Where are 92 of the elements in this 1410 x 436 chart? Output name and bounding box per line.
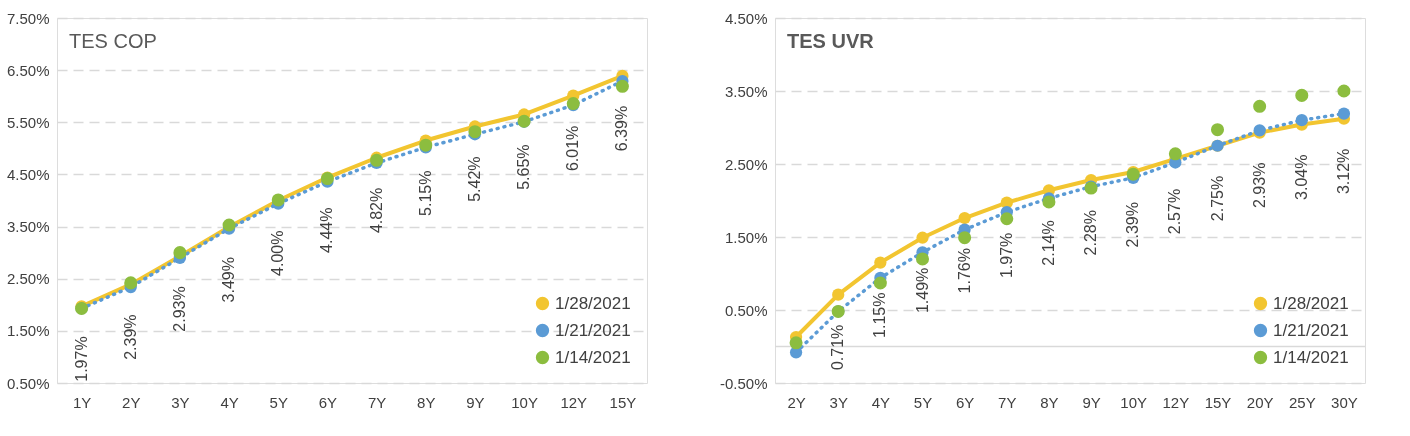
x-tick-label: 30Y [1331, 393, 1358, 411]
point [873, 276, 887, 290]
data-label: 6.39% [613, 105, 631, 152]
y-tick-label: 3.50% [6, 218, 50, 236]
y-tick-label: 0.50% [6, 374, 50, 392]
x-tick-label: 8Y [417, 393, 436, 411]
y-tick-label: 7.50% [6, 9, 50, 27]
point [958, 231, 972, 245]
x-tick-label: 5Y [269, 393, 288, 411]
x-tick-label: 5Y [913, 393, 933, 411]
point [1042, 195, 1056, 209]
x-tick-label: 2Y [122, 393, 141, 411]
data-label: 2.39% [1124, 202, 1142, 248]
y-tick-label: 4.50% [724, 9, 768, 27]
x-tick-label: 20Y [1246, 393, 1274, 411]
legend-label: 1/21/2021 [1273, 320, 1349, 340]
x-tick-label: 9Y [466, 393, 485, 411]
point [915, 252, 930, 266]
point [789, 336, 803, 350]
data-label: 1.97% [997, 232, 1015, 279]
x-tick-label: 10Y [1120, 393, 1148, 411]
x-tick-label: 15Y [1204, 393, 1232, 411]
point [958, 211, 971, 225]
y-tick-label: 1.50% [724, 228, 768, 246]
x-tick-label: 4Y [871, 393, 891, 411]
data-label: 2.75% [1208, 175, 1226, 222]
point [1295, 114, 1308, 127]
data-label: 1.97% [72, 336, 90, 382]
point [1168, 147, 1182, 161]
legend-label: 1/28/2021 [1273, 293, 1349, 313]
x-tick-label: 4Y [220, 393, 239, 411]
data-label: 5.65% [515, 144, 533, 190]
point [1337, 84, 1351, 98]
point [916, 231, 929, 244]
point [1253, 99, 1267, 113]
data-label: 6.01% [564, 125, 582, 172]
y-tick-label: -0.50% [719, 374, 768, 392]
legend-label: 1/14/2021 [555, 347, 631, 367]
x-tick-label: 2Y [787, 393, 806, 411]
y-tick-label: 5.50% [6, 113, 50, 131]
y-tick-label: 3.50% [724, 82, 768, 100]
x-tick-label: 6Y [955, 393, 975, 411]
x-tick-label: 25Y [1288, 393, 1316, 411]
point [874, 256, 887, 269]
x-tick-label: 7Y [998, 393, 1017, 411]
x-tick-label: 15Y [609, 393, 637, 411]
y-tick-label: 4.50% [6, 165, 50, 183]
x-tick-label: 6Y [318, 393, 338, 411]
x-tick-label: 8Y [1040, 393, 1059, 411]
data-label: 1.76% [955, 248, 973, 294]
data-label: 5.15% [416, 170, 434, 216]
data-label: 4.82% [367, 187, 385, 234]
data-label: 4.00% [269, 230, 287, 276]
y-tick-label: 1.50% [6, 322, 50, 340]
x-tick-label: 1Y [72, 393, 92, 411]
x-tick-label: 12Y [1162, 393, 1190, 411]
data-label: 3.49% [220, 257, 238, 303]
data-label: 3.04% [1292, 154, 1310, 200]
data-label: 1.15% [871, 292, 889, 338]
data-label: 2.57% [1166, 188, 1184, 235]
x-tick-label: 10Y [511, 393, 538, 411]
x-tick-label: 3Y [171, 393, 190, 411]
data-label: 5.42% [465, 156, 483, 202]
point [173, 246, 187, 260]
data-label: 2.93% [170, 286, 188, 332]
data-label: 0.71% [829, 324, 847, 371]
point [1000, 212, 1014, 226]
x-tick-label: 7Y [367, 393, 387, 411]
point [615, 79, 629, 93]
y-tick-label: 2.50% [724, 155, 768, 173]
data-label: 4.44% [318, 207, 336, 253]
text: TES UVR [787, 30, 875, 52]
legend-label: 1/28/2021 [555, 293, 631, 313]
data-label: 2.39% [121, 314, 139, 360]
data-label: 3.12% [1334, 148, 1352, 195]
y-tick-label: 6.50% [6, 61, 50, 79]
legend-label: 1/21/2021 [555, 320, 631, 340]
x-tick-label: 9Y [1082, 393, 1101, 411]
y-tick-label: 0.50% [724, 301, 768, 319]
data-label: 2.14% [1039, 220, 1057, 266]
data-label: 1.49% [913, 267, 931, 314]
point [1295, 88, 1309, 102]
legend-label: 1/14/2021 [1273, 347, 1349, 367]
point [832, 288, 845, 301]
point [1337, 107, 1351, 120]
x-tick-label: 3Y [829, 393, 848, 411]
data-label: 2.28% [1082, 210, 1100, 256]
data-label: 2.93% [1250, 162, 1268, 208]
x-tick-label: 12Y [560, 393, 588, 411]
y-tick-label: 2.50% [6, 270, 50, 288]
point [1210, 123, 1225, 137]
text: TES COP [69, 30, 157, 52]
